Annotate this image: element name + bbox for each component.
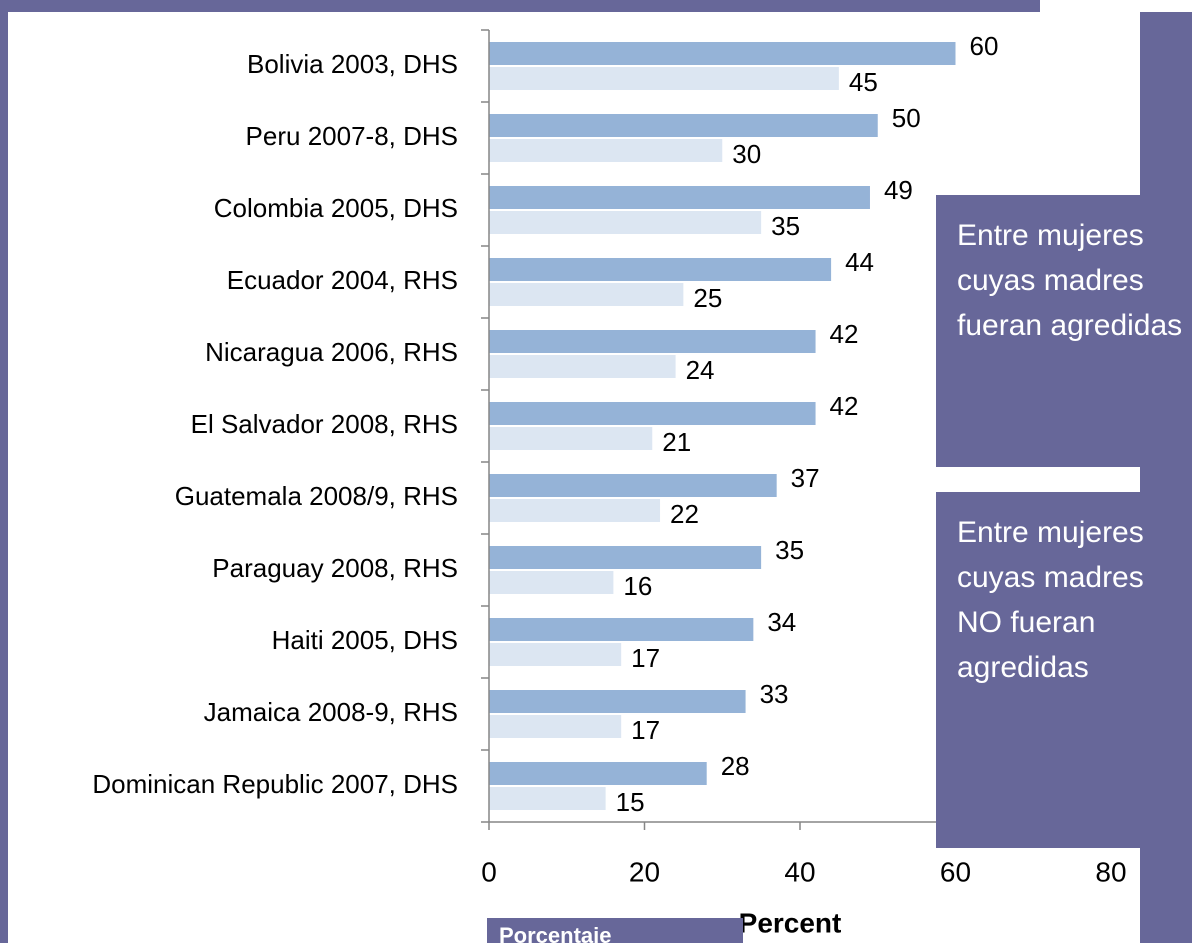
legend-entry: Entre mujeres cuyas madres NO fueran agr… (957, 516, 1144, 684)
bar (489, 330, 816, 353)
value-label: 28 (721, 751, 750, 781)
value-label: 22 (670, 499, 699, 529)
frame-top (0, 0, 1040, 12)
bar (489, 114, 878, 137)
legend-box: Entre mujeres cuyas madres fueran agredi… (936, 195, 1192, 467)
y-tick-label: Dominican Republic 2007, DHS (92, 769, 458, 799)
value-label: 15 (616, 787, 645, 817)
x-tick-label: 20 (629, 856, 660, 887)
y-tick-label: Jamaica 2008-9, RHS (204, 697, 458, 727)
value-label: 50 (892, 103, 921, 133)
bar (489, 355, 676, 378)
y-tick-label: Haiti 2005, DHS (272, 625, 458, 655)
bar (489, 643, 622, 666)
bar (489, 402, 816, 425)
y-tick-label: Guatemala 2008/9, RHS (175, 481, 458, 511)
y-tick-label: El Salvador 2008, RHS (191, 409, 458, 439)
bar (489, 283, 684, 306)
value-label: 35 (771, 211, 800, 241)
bar (489, 258, 832, 281)
value-label: 49 (884, 175, 913, 205)
y-tick-label: Peru 2007-8, DHS (246, 121, 458, 151)
value-label: 35 (775, 535, 804, 565)
value-label: 60 (970, 31, 999, 61)
bar (489, 690, 746, 713)
bar (489, 499, 661, 522)
legend-box: Entre mujeres cuyas madres NO fueran agr… (936, 492, 1192, 848)
y-tick-label: Colombia 2005, DHS (214, 193, 458, 223)
bar (489, 186, 870, 209)
value-label: 25 (693, 283, 722, 313)
x-tick-label: 40 (784, 856, 815, 887)
value-label: 44 (845, 247, 874, 277)
value-label: 17 (631, 715, 660, 745)
bar (489, 618, 754, 641)
value-label: 42 (830, 391, 859, 421)
bar (489, 715, 622, 738)
bar (489, 67, 839, 90)
bar (489, 139, 723, 162)
value-label: 34 (767, 607, 796, 637)
value-label: 24 (686, 355, 715, 385)
x-axis-label: Percent (739, 907, 842, 938)
legend-entry: Entre mujeres cuyas madres fueran agredi… (957, 219, 1183, 342)
y-tick-label: Paraguay 2008, RHS (212, 553, 458, 583)
value-label: 16 (623, 571, 652, 601)
y-tick-label: Nicaragua 2006, RHS (205, 337, 458, 367)
bar (489, 571, 614, 594)
bar (489, 42, 956, 65)
y-tick-label: Ecuador 2004, RHS (227, 265, 458, 295)
x-tick-label: 60 (940, 856, 971, 887)
value-label: 30 (732, 139, 761, 169)
x-tick-label: 0 (481, 856, 497, 887)
value-label: 33 (760, 679, 789, 709)
bar (489, 211, 762, 234)
value-label: 45 (849, 67, 878, 97)
value-label: 37 (791, 463, 820, 493)
frame-left (0, 0, 8, 943)
x-tick-label: 80 (1095, 856, 1126, 887)
value-label: 17 (631, 643, 660, 673)
bar (489, 474, 777, 497)
value-label: 21 (662, 427, 691, 457)
bar (489, 762, 707, 785)
bar (489, 787, 606, 810)
annotation: Porcentaje (487, 918, 743, 948)
y-tick-label: Bolivia 2003, DHS (247, 49, 458, 79)
value-label: 42 (830, 319, 859, 349)
bar (489, 427, 653, 450)
bar (489, 546, 762, 569)
